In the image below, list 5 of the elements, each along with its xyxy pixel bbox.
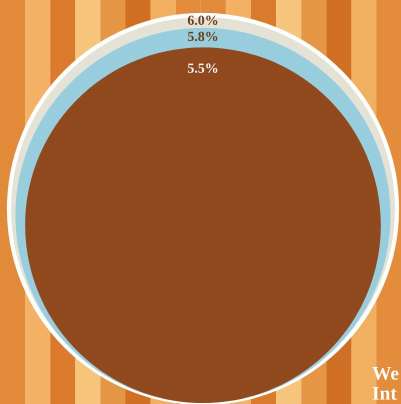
text: Int xyxy=(372,386,397,400)
data-label: 5.8% xyxy=(188,32,218,42)
text: We xyxy=(372,366,398,380)
data-label: 6.0% xyxy=(188,16,218,26)
data-label: 5.5% xyxy=(188,63,218,73)
